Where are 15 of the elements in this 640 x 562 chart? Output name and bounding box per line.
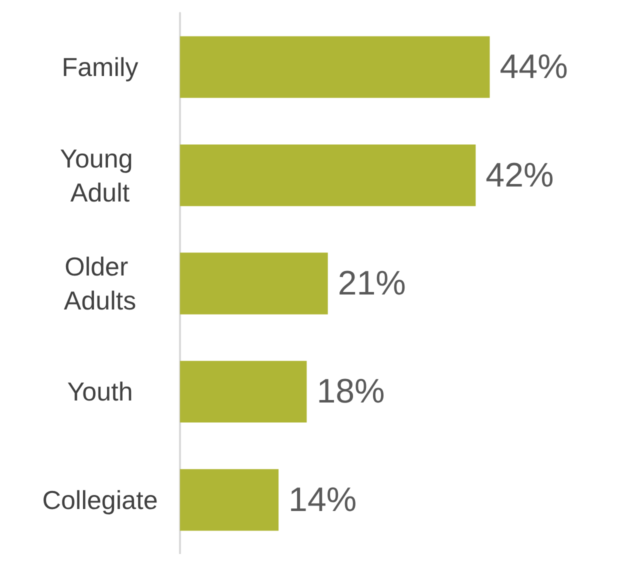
y-tick-label: Young Adult [60,143,140,208]
data-label: 44% [500,48,568,86]
bar [180,360,307,423]
bar [180,469,279,531]
data-label: 18% [316,372,385,411]
y-tick-label: Youth [67,376,133,407]
bar [180,144,476,206]
y-tick-label: Collegiate [42,484,158,515]
bar [180,36,490,98]
data-label: 42% [486,156,554,194]
y-tick-label: Family [62,52,138,82]
y-tick-label: Older Adults [64,252,136,316]
bar [180,252,328,314]
data-label: 21% [338,264,406,302]
data-label: 14% [288,480,357,519]
